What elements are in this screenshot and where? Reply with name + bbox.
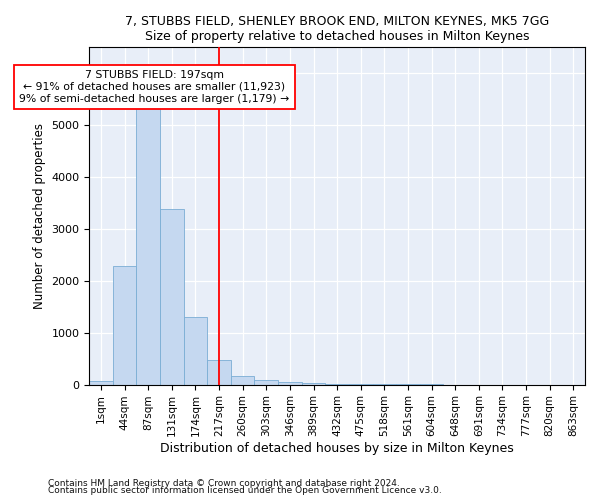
Bar xyxy=(207,360,231,384)
Bar xyxy=(160,209,184,384)
Bar xyxy=(254,380,278,384)
Bar xyxy=(278,382,302,384)
Bar xyxy=(136,103,160,384)
Text: Contains HM Land Registry data © Crown copyright and database right 2024.: Contains HM Land Registry data © Crown c… xyxy=(48,478,400,488)
Text: Contains public sector information licensed under the Open Government Licence v3: Contains public sector information licen… xyxy=(48,486,442,495)
Bar xyxy=(113,266,136,384)
Y-axis label: Number of detached properties: Number of detached properties xyxy=(33,123,46,309)
Title: 7, STUBBS FIELD, SHENLEY BROOK END, MILTON KEYNES, MK5 7GG
Size of property rela: 7, STUBBS FIELD, SHENLEY BROOK END, MILT… xyxy=(125,15,549,43)
Bar xyxy=(184,317,207,384)
Bar xyxy=(231,376,254,384)
X-axis label: Distribution of detached houses by size in Milton Keynes: Distribution of detached houses by size … xyxy=(160,442,514,455)
Bar xyxy=(302,383,325,384)
Text: 7 STUBBS FIELD: 197sqm
← 91% of detached houses are smaller (11,923)
9% of semi-: 7 STUBBS FIELD: 197sqm ← 91% of detached… xyxy=(19,70,289,104)
Bar xyxy=(89,380,113,384)
